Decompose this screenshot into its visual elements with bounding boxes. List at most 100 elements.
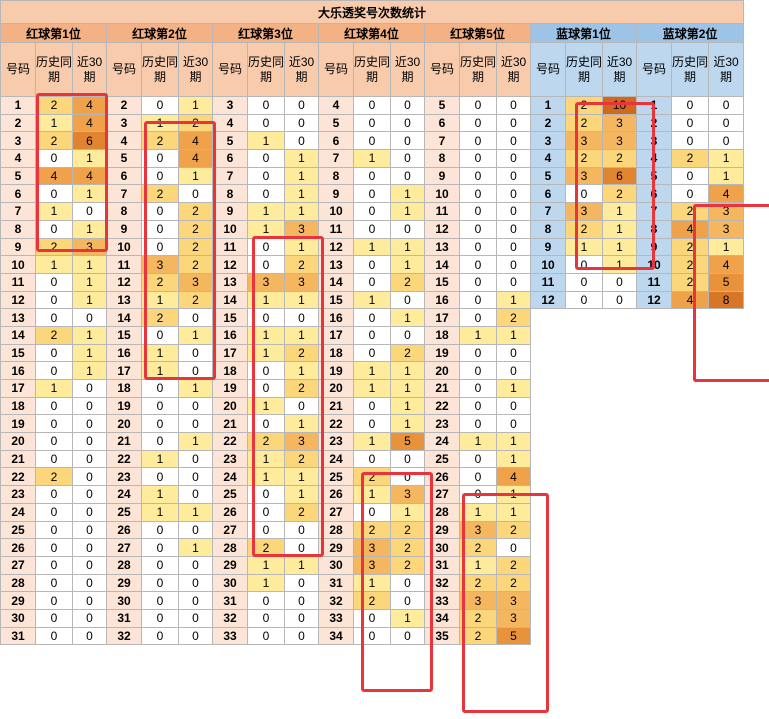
history-count-cell: 1 [247, 131, 285, 151]
history-count-cell: 0 [247, 608, 285, 628]
recent30-count-cell: 0 [72, 414, 107, 434]
history-column-header: 历史同期 [671, 42, 709, 97]
empty-cell [708, 627, 744, 645]
history-count-cell: 0 [671, 96, 709, 115]
table-row: 18 0 0 19 0 0 20 1 0 21 0 1 22 0 0 [0, 396, 744, 416]
recent30-count-cell: 0 [284, 308, 319, 327]
table-row: 10 1 1 11 3 2 12 0 2 13 0 1 14 0 0 10 0 1 10 2 4 [0, 255, 745, 274]
empty-cell [530, 326, 566, 345]
ball-number-cell: 9 [530, 237, 566, 257]
number-column-header: 号码 [424, 42, 460, 97]
recent30-count-cell: 1 [602, 219, 637, 239]
history-count-cell: 0 [247, 308, 285, 327]
ball-number-cell: 8 [424, 149, 460, 168]
recent30-count-cell: 0 [72, 432, 107, 451]
recent30-count-cell: 0 [72, 608, 107, 628]
recent30-count-cell: 1 [390, 361, 425, 380]
recent30-count-cell: 0 [390, 591, 425, 610]
group-header: 红球第1位 [0, 23, 107, 43]
empty-cell [565, 467, 603, 486]
ball-number-cell: 27 [212, 520, 248, 540]
ball-number-cell: 12 [636, 290, 672, 310]
history-count-cell: 0 [353, 255, 391, 274]
recent30-count-cell: 3 [496, 591, 531, 610]
recent30-count-cell: 1 [284, 467, 319, 487]
history-count-cell: 0 [353, 325, 391, 345]
ball-number-cell: 13 [424, 237, 460, 257]
recent30-count-cell: 1 [390, 202, 425, 221]
history-count-cell: 0 [141, 325, 179, 345]
recent30-count-cell: 0 [496, 166, 531, 186]
recent30-count-cell: 2 [602, 184, 637, 204]
history-count-cell: 1 [141, 502, 179, 522]
recent30-count-cell: 0 [72, 502, 107, 522]
history-count-cell: 0 [141, 467, 179, 487]
ball-number-cell: 4 [636, 149, 672, 168]
ball-number-cell: 7 [636, 202, 672, 221]
empty-cell [708, 344, 744, 362]
ball-number-cell: 3 [212, 96, 248, 115]
history-count-cell: 0 [141, 626, 179, 646]
history-count-cell: 0 [141, 591, 179, 610]
history-count-cell: 0 [353, 626, 391, 646]
recent30-count-cell: 0 [284, 538, 319, 557]
recent30-column-header: 近30期 [390, 42, 425, 97]
ball-number-cell: 20 [212, 396, 248, 416]
history-count-cell: 0 [35, 538, 73, 557]
empty-cell [530, 361, 566, 380]
ball-number-cell: 30 [212, 573, 248, 593]
history-count-cell: 4 [671, 290, 709, 310]
ball-number-cell: 20 [0, 432, 36, 451]
history-count-cell: 2 [35, 131, 73, 151]
history-count-cell: 0 [671, 184, 709, 204]
empty-cell [565, 538, 603, 557]
ball-number-cell: 25 [424, 449, 460, 469]
empty-cell [636, 609, 672, 628]
recent30-count-cell: 0 [284, 520, 319, 540]
history-count-cell: 1 [247, 202, 285, 221]
history-column-header: 历史同期 [459, 42, 497, 97]
recent30-count-cell: 0 [496, 396, 531, 416]
number-column-header: 号码 [212, 42, 248, 97]
ball-number-cell: 20 [318, 379, 354, 398]
recent30-count-cell: 2 [284, 343, 319, 363]
history-count-cell: 0 [565, 255, 603, 274]
empty-cell [636, 627, 672, 645]
empty-cell [602, 397, 637, 415]
empty-cell [708, 556, 744, 575]
history-count-cell: 0 [459, 467, 497, 487]
history-count-cell: 1 [35, 379, 73, 398]
empty-cell [636, 591, 672, 610]
empty-cell [530, 574, 566, 592]
history-count-cell: 3 [565, 131, 603, 151]
history-count-cell: 0 [459, 131, 497, 151]
recent30-count-cell: 6 [602, 166, 637, 186]
ball-number-cell: 21 [212, 414, 248, 434]
history-count-cell: 0 [353, 202, 391, 221]
empty-cell [636, 361, 672, 380]
empty-cell [530, 450, 566, 468]
recent30-count-cell: 0 [390, 449, 425, 469]
history-count-cell: 1 [247, 573, 285, 593]
empty-cell [708, 432, 744, 451]
recent30-count-cell: 2 [390, 272, 425, 292]
history-count-cell: 2 [671, 255, 709, 274]
recent30-count-cell: 1 [284, 149, 319, 168]
ball-number-cell: 14 [424, 255, 460, 274]
recent30-count-cell: 3 [707, 219, 745, 239]
history-count-cell: 2 [35, 467, 73, 487]
recent30-count-cell: 1 [72, 361, 107, 380]
recent30-count-cell: 3 [284, 432, 319, 451]
recent30-count-cell: 0 [178, 467, 213, 487]
empty-cell [636, 308, 672, 327]
ball-number-cell: 12 [212, 255, 248, 274]
recent30-count-cell: 1 [178, 538, 213, 557]
recent30-count-cell: 0 [178, 608, 213, 628]
recent30-count-cell: 1 [284, 555, 319, 575]
recent30-count-cell: 0 [707, 131, 745, 151]
empty-cell [636, 397, 672, 415]
ball-number-cell: 3 [636, 131, 672, 151]
ball-number-cell: 13 [0, 308, 36, 327]
history-count-cell: 0 [353, 219, 391, 239]
history-count-cell: 0 [247, 96, 285, 115]
